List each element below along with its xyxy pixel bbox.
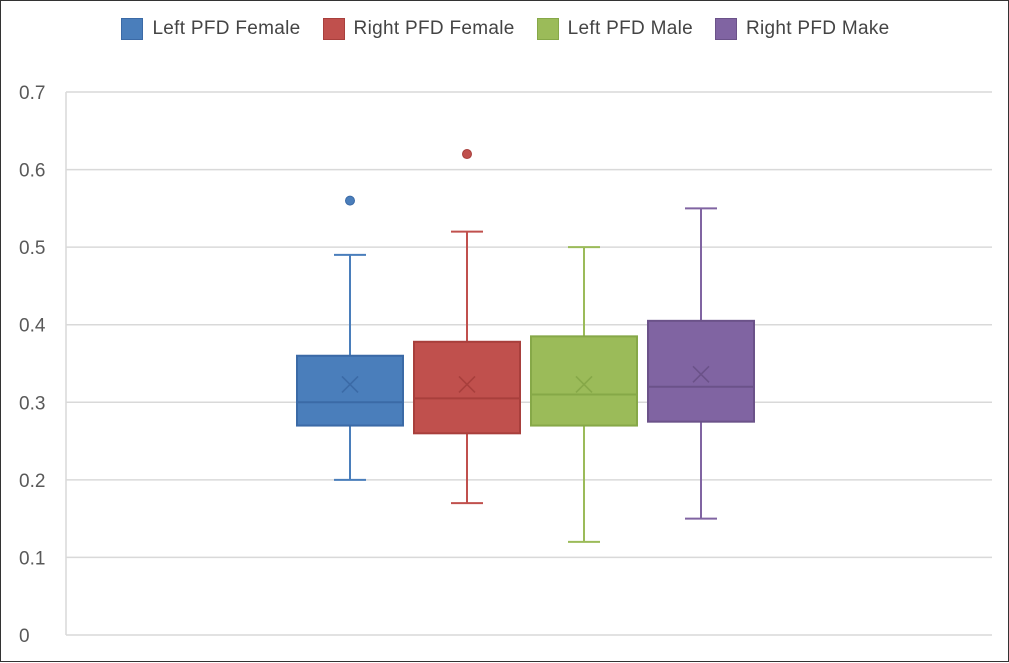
- box-group: [413, 149, 521, 505]
- y-tick-label: 0.6: [19, 161, 45, 182]
- y-tick-label: 0.2: [19, 471, 45, 492]
- y-tick-label: 0.7: [19, 83, 45, 104]
- y-tick-label: 0.5: [19, 238, 45, 259]
- legend-label: Right PFD Female: [353, 18, 515, 39]
- box-iqr: [296, 354, 404, 427]
- box-iqr: [647, 319, 755, 423]
- box-iqr: [413, 340, 521, 435]
- legend-swatch: [121, 18, 144, 40]
- legend-item: Right PFD Make: [714, 18, 890, 40]
- y-tick-label: 0.1: [19, 548, 45, 569]
- legend-label: Left PFD Male: [567, 18, 693, 39]
- legend-label: Left PFD Female: [152, 18, 301, 39]
- mean-marker: [692, 365, 710, 383]
- y-tick-label: 0.4: [19, 316, 46, 337]
- legend-swatch: [714, 18, 737, 40]
- legend-swatch: [536, 18, 559, 40]
- y-tick-label: 0.3: [19, 393, 45, 414]
- legend-item: Right PFD Female: [322, 18, 515, 40]
- box-iqr: [530, 335, 638, 427]
- outlier-point: [345, 195, 355, 206]
- boxes: [296, 149, 755, 543]
- legend-item: Left PFD Male: [536, 18, 693, 40]
- grid-lines: [66, 91, 992, 636]
- legend-swatch: [322, 18, 345, 40]
- outlier-point: [462, 149, 472, 160]
- mean-marker: [458, 375, 476, 394]
- legend: Left PFD Female Right PFD Female Left PFD …: [1, 18, 1009, 40]
- box-group: [296, 195, 404, 481]
- y-axis: 0 0.1 0.2 0.3 0.4 0.5 0.6 0.7: [19, 83, 67, 647]
- box-group: [647, 207, 755, 520]
- mean-marker: [341, 375, 359, 394]
- box-group: [530, 246, 638, 543]
- y-tick-label: 0: [19, 626, 30, 647]
- mean-marker: [575, 375, 593, 394]
- legend-item: Left PFD Female: [121, 18, 300, 40]
- legend-label: Right PFD Make: [745, 18, 890, 39]
